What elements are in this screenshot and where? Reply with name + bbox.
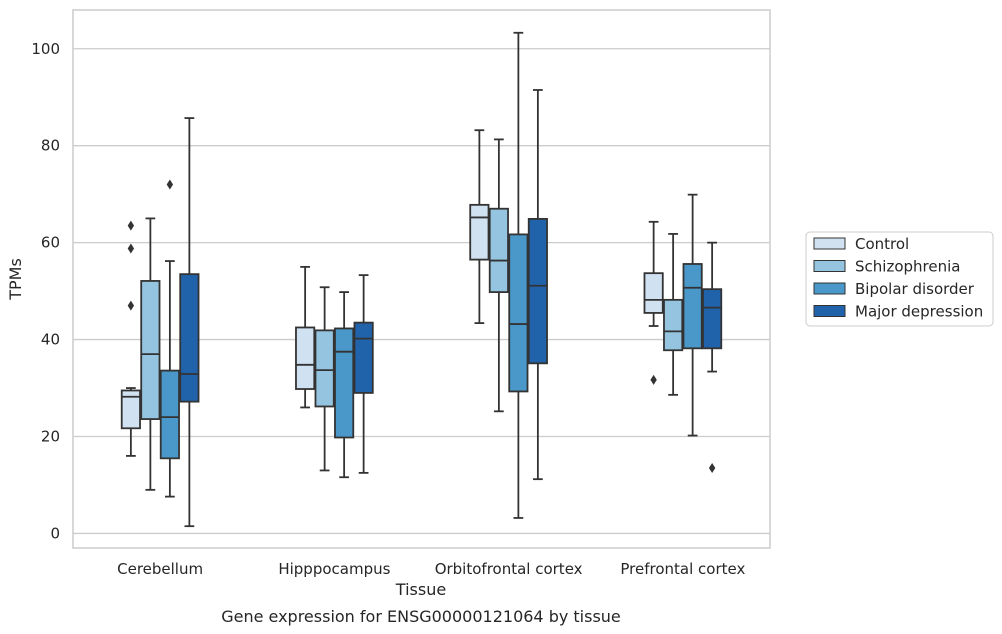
- box-iqr: [353, 321, 374, 394]
- outlier-point: [127, 300, 135, 311]
- y-tick-label: 20: [41, 428, 60, 446]
- box-group: [314, 286, 335, 472]
- box-iqr: [702, 288, 723, 350]
- legend-label: Bipolar disorder: [855, 280, 975, 298]
- box-iqr: [527, 217, 548, 365]
- box-iqr: [508, 233, 529, 393]
- y-tick-label: 0: [50, 524, 60, 542]
- box-iqr: [295, 326, 316, 390]
- x-tick-labels: Cerebellum Hipppocampus Orbitofrontal cort…: [117, 560, 745, 578]
- box-group: [179, 117, 200, 528]
- box-group: [527, 89, 548, 481]
- box-group: [508, 31, 529, 519]
- outlier-point: [650, 374, 657, 385]
- box-iqr: [179, 273, 200, 403]
- box-iqr: [140, 280, 161, 420]
- chart-caption: Gene expression for ENSG00000121064 by t…: [221, 607, 621, 626]
- legend-swatch: [813, 237, 846, 250]
- plot-frame: [72, 9, 771, 549]
- x-axis-label: Tissue: [395, 580, 446, 599]
- legend: Control Schizophrenia Bipolar disorder Majo…: [805, 231, 994, 327]
- outlier-point: [708, 463, 716, 474]
- legend-swatch: [813, 260, 846, 272]
- box-iqr: [488, 207, 509, 293]
- box-iqr: [159, 369, 180, 460]
- x-tick-label: Orbitofrontal cortex: [435, 560, 583, 578]
- x-tick-label: Hipppocampus: [278, 560, 390, 578]
- box-iqr: [469, 203, 490, 261]
- y-axis-label: TPMs: [6, 258, 25, 301]
- box-group: [488, 138, 509, 413]
- y-tick-labels: 0 20 40 60 80 100: [31, 40, 60, 543]
- box-iqr: [682, 263, 703, 350]
- outlier-point: [127, 220, 135, 231]
- boxes-layer: [120, 31, 723, 528]
- outlier-point: [127, 243, 135, 254]
- box-group: [643, 220, 664, 385]
- x-tick-label: Cerebellum: [117, 560, 203, 578]
- legend-swatch: [813, 282, 846, 295]
- y-tick-label: 100: [31, 40, 60, 58]
- box-group: [140, 217, 161, 491]
- box-iqr: [643, 272, 664, 314]
- y-tick-label: 80: [41, 137, 60, 155]
- box-group: [663, 233, 684, 396]
- x-tick-label: Prefrontal cortex: [620, 560, 745, 578]
- legend-frame: [805, 231, 994, 327]
- y-tick-label: 40: [41, 331, 60, 349]
- outlier-point: [166, 179, 174, 190]
- y-tick-label: 60: [41, 234, 60, 252]
- box-iqr: [120, 389, 141, 430]
- legend-label: Control: [855, 235, 909, 253]
- box-group: [469, 129, 490, 325]
- box-group: [353, 274, 374, 474]
- box-group: [159, 179, 180, 498]
- box-group: [334, 291, 355, 479]
- legend-label: Major depression: [855, 303, 983, 321]
- box-group: [702, 241, 723, 474]
- box-iqr: [314, 329, 335, 408]
- box-iqr: [663, 298, 684, 352]
- plot-background: [73, 10, 770, 548]
- legend-label: Schizophrenia: [855, 258, 960, 276]
- box-group: [682, 193, 703, 437]
- legend-swatch: [813, 305, 846, 317]
- box-iqr: [334, 327, 355, 439]
- box-group: [120, 220, 141, 457]
- box-group: [295, 265, 316, 409]
